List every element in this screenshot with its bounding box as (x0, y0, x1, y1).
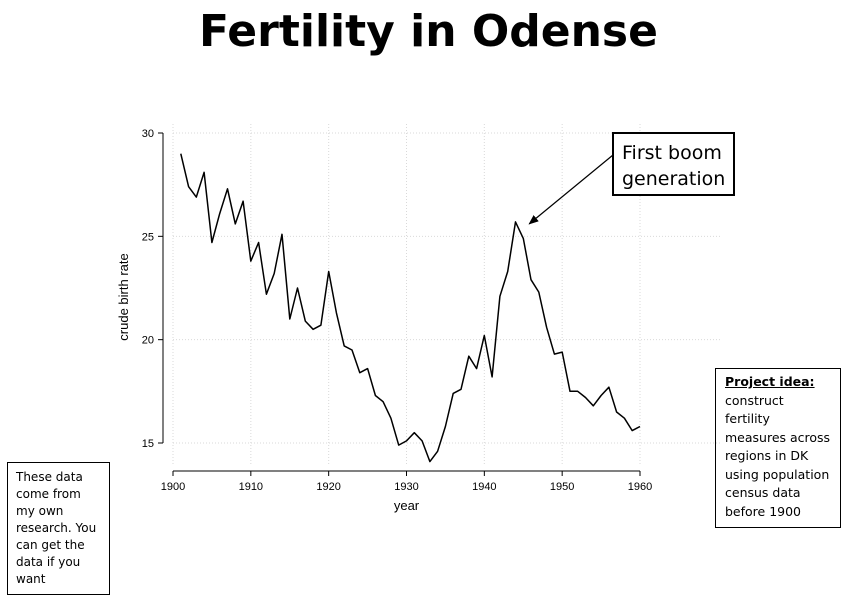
birth-rate-line (180, 153, 641, 463)
x-tick-label: 1950 (550, 481, 574, 493)
callout-box: First boom generation (612, 132, 735, 196)
project-idea-note: Project idea: construct fertility measur… (715, 368, 841, 528)
slide-title: Fertility in Odense (199, 6, 658, 57)
y-axis-title: crude birth rate (116, 253, 131, 340)
y-tick-label: 20 (142, 335, 154, 347)
project-idea-heading: Project idea: (725, 374, 815, 389)
x-tick-label: 1940 (472, 481, 496, 493)
x-tick-label: 1930 (394, 481, 418, 493)
project-idea-body: construct fertility measures across regi… (725, 392, 831, 519)
callout-arrow (528, 154, 614, 225)
x-tick-label: 1910 (239, 481, 263, 493)
gridlines (172, 124, 720, 464)
y-tick-label: 25 (142, 231, 154, 243)
axis-ticks: 15 20 25 30 1900 1910 1920 1930 1940 1950 1960 (142, 128, 652, 493)
x-tick-label: 1900 (161, 481, 185, 493)
data-source-note: These data come from my own research. Yo… (7, 462, 110, 595)
x-axis-title: year (394, 498, 420, 513)
y-tick-label: 30 (142, 128, 154, 140)
y-tick-label: 15 (142, 438, 154, 450)
x-tick-label: 1960 (628, 481, 652, 493)
x-tick-label: 1920 (316, 481, 340, 493)
